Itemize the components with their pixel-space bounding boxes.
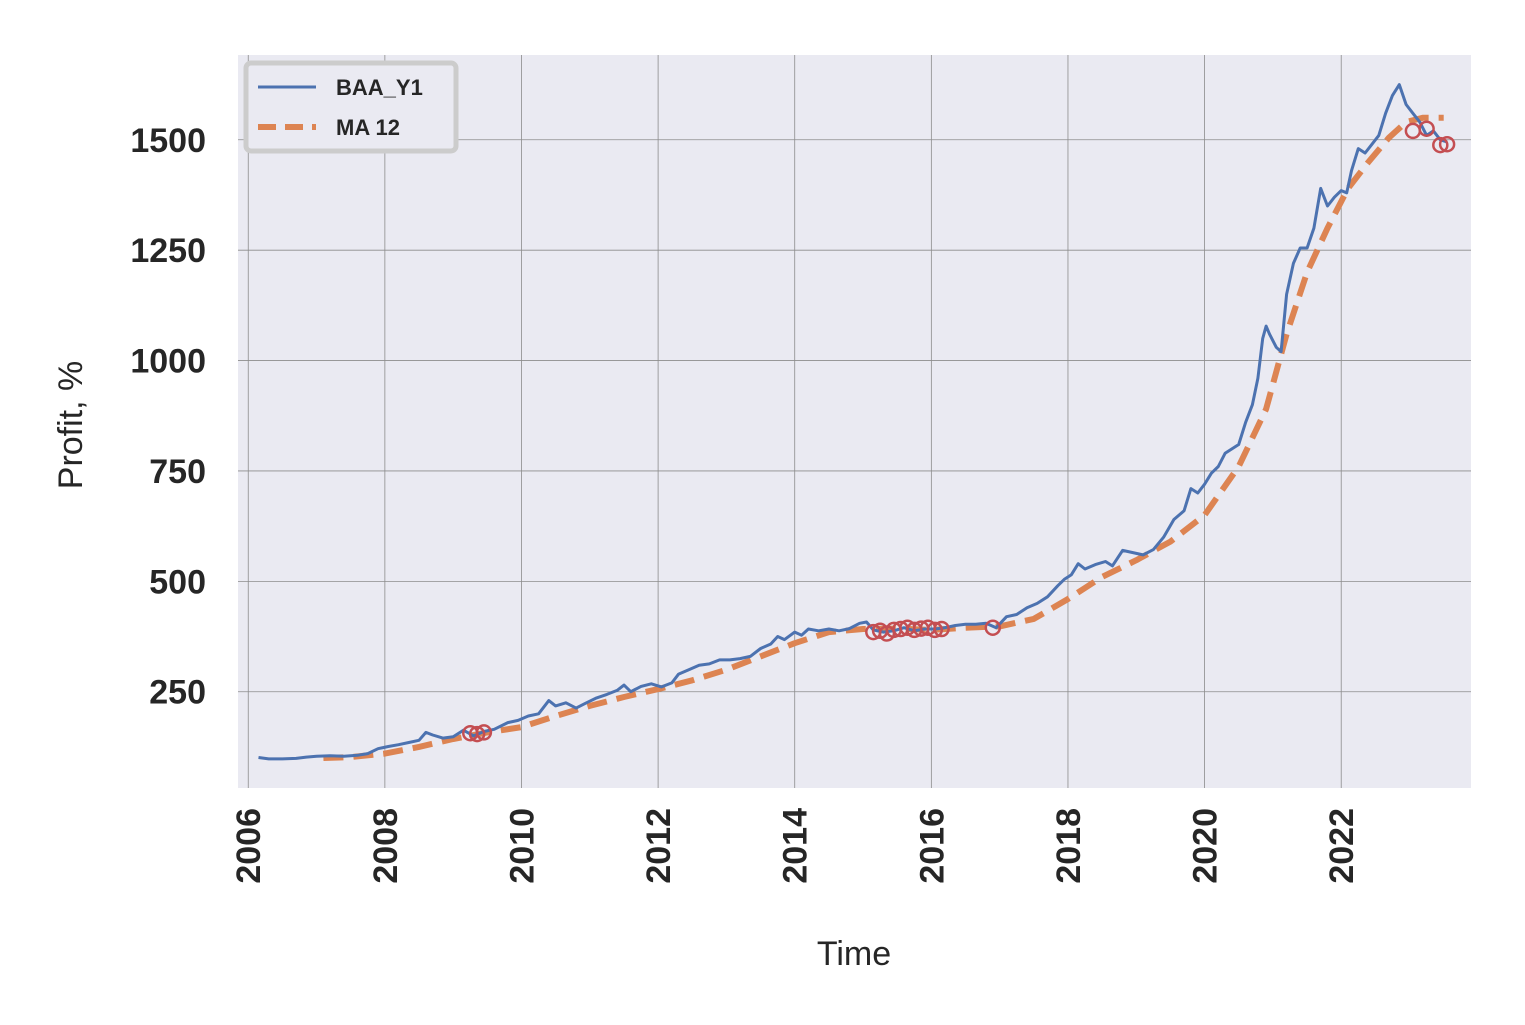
y-tick-label: 750 [149, 453, 206, 491]
signal-marker [468, 725, 486, 743]
signal-marker [475, 724, 493, 741]
signal-marker [1432, 136, 1449, 154]
x-tick-label: 2020 [1187, 808, 1225, 884]
x-tick-label: 2022 [1323, 808, 1361, 884]
series-layer [258, 83, 1448, 761]
y-tick-label: 500 [149, 563, 206, 601]
signal-marker [984, 619, 1002, 636]
x-tick-labels: 2006 2008 2010 2012 2014 2016 2018 2020 2022 [230, 808, 1361, 884]
legend-label-baa-y1: BAA_Y1 [336, 75, 423, 100]
legend: BAA_Y1 MA 12 [243, 60, 459, 154]
signal-marker [926, 621, 944, 639]
legend-label-ma-12: MA 12 [336, 115, 400, 140]
signal-marker [933, 620, 950, 638]
x-axis-label: Time [817, 935, 891, 973]
y-tick-labels: 250 500 750 1000 1250 1500 [130, 122, 206, 712]
y-tick-label: 1250 [130, 232, 206, 270]
y-axis-label: Profit, % [52, 361, 90, 489]
grid-lines [238, 55, 1471, 788]
plot-background [238, 55, 1471, 788]
x-tick-label: 2008 [367, 808, 405, 884]
x-tick-label: 2014 [777, 808, 815, 884]
signal-markers [462, 120, 1456, 743]
x-tick-label: 2016 [913, 808, 951, 884]
x-tick-label: 2006 [230, 808, 268, 884]
x-tick-label: 2012 [640, 808, 678, 884]
y-tick-label: 1000 [130, 343, 206, 381]
y-tick-label: 1500 [130, 122, 206, 160]
series-baa-y1-line [258, 83, 1448, 761]
signal-marker [1418, 120, 1435, 137]
series-ma-12-line [323, 114, 1444, 761]
signal-marker [1438, 135, 1456, 153]
x-tick-label: 2018 [1050, 808, 1088, 884]
y-tick-label: 250 [149, 674, 206, 712]
x-tick-label: 2010 [503, 808, 541, 884]
